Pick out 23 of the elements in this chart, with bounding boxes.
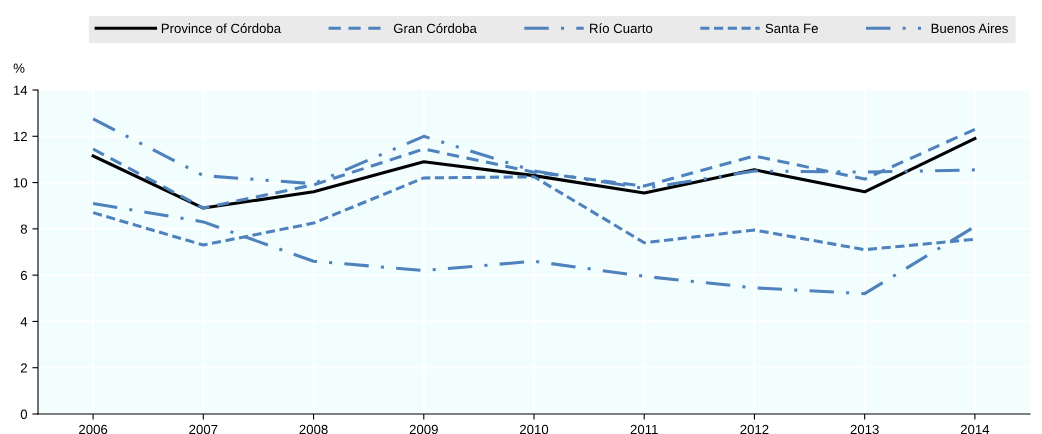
y-tick-label: 14	[13, 85, 28, 95]
y-tick-label: 12	[13, 131, 27, 142]
y-axis-title: %	[13, 63, 25, 73]
legend-label: Río Cuarto	[590, 23, 653, 34]
legend-label: Gran Córdoba	[393, 23, 477, 34]
x-tick-label: 2006	[79, 424, 108, 434]
x-tick-label: 2008	[299, 424, 328, 434]
x-tick-label: 2010	[519, 424, 549, 434]
y-tick-label: 8	[20, 224, 28, 234]
legend-label: Buenos Aires	[931, 23, 1008, 34]
y-tick-label: 6	[20, 270, 27, 281]
x-tick-label: 2014	[960, 424, 990, 434]
x-tick-label: 2007	[189, 424, 218, 434]
legend-label: Santa Fe	[765, 23, 818, 34]
legend-label: Province of Córdoba	[161, 23, 282, 34]
y-tick-label: 2	[20, 363, 27, 373]
y-tick-label: 4	[20, 317, 28, 327]
x-tick-label: 2011	[630, 424, 658, 434]
y-tick-label: 10	[13, 178, 28, 188]
y-tick-label: 0	[20, 409, 28, 419]
x-tick-label: 2013	[850, 424, 879, 434]
x-tick-label: 2009	[409, 424, 438, 434]
x-tick-label: 2012	[740, 424, 769, 434]
